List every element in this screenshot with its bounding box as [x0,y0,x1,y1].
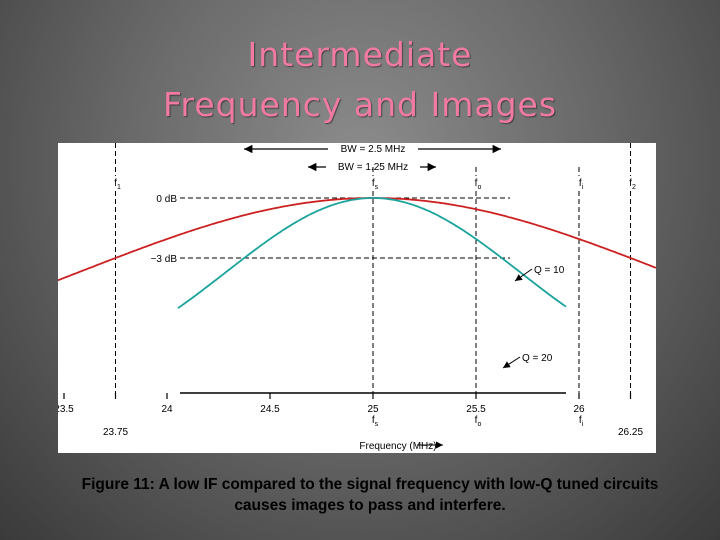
q20-label: Q = 20 [522,353,553,364]
bottom-marker-label-fo: fo [475,415,482,428]
q10-label: Q = 10 [534,265,565,276]
slide-title: Intermediate Frequency and Images [0,30,720,130]
bw-2-5-label: BW = 2.5 MHz [341,144,406,155]
q10-curve [58,197,656,282]
tick-label: 25 [367,404,379,415]
marker-label-fi: fi [579,178,584,191]
tick-label: 26.25 [618,427,643,438]
marker-label-fo: fo [475,178,482,191]
title-line-2: Frequency and Images [162,85,558,124]
tick-label: 25.5 [466,404,486,415]
zero-db-label: 0 dB [156,194,177,205]
marker-labels: f1 fs fo fi f2 fs fo fi [108,176,638,428]
bottom-marker-label-fs: fs [372,415,379,428]
response-chart: BW = 2.5 MHz BW = 1.25 MHz 0 dB −3 dB f1… [58,143,656,452]
tick-label: 24 [161,404,173,415]
tick-label: 23.5 [58,404,74,415]
caption-line-1: Figure 11: A low IF compared to the sign… [81,476,659,493]
tick-label: 24.5 [260,404,280,415]
tick-label: 23.75 [103,427,128,438]
q10-callout-line [514,268,533,282]
caption-line-2: causes images to pass and interfere. [234,497,506,514]
tick-label: 26 [573,404,585,415]
minus-3db-label: −3 dB [151,254,178,265]
bottom-marker-label-fi: fi [579,415,584,428]
title-line-1: Intermediate [247,35,473,74]
q20-callout-line [502,356,521,369]
marker-label-fs: fs [372,178,379,191]
marker-label-f1: f1 [114,178,121,191]
figure-caption: Figure 11: A low IF compared to the sign… [20,474,720,516]
marker-label-f2: f2 [629,178,636,191]
axis-label: Frequency (MHz) [359,441,436,452]
q20-curve [177,197,567,309]
response-curves [58,197,656,309]
figure-panel: BW = 2.5 MHz BW = 1.25 MHz 0 dB −3 dB f1… [58,143,656,453]
